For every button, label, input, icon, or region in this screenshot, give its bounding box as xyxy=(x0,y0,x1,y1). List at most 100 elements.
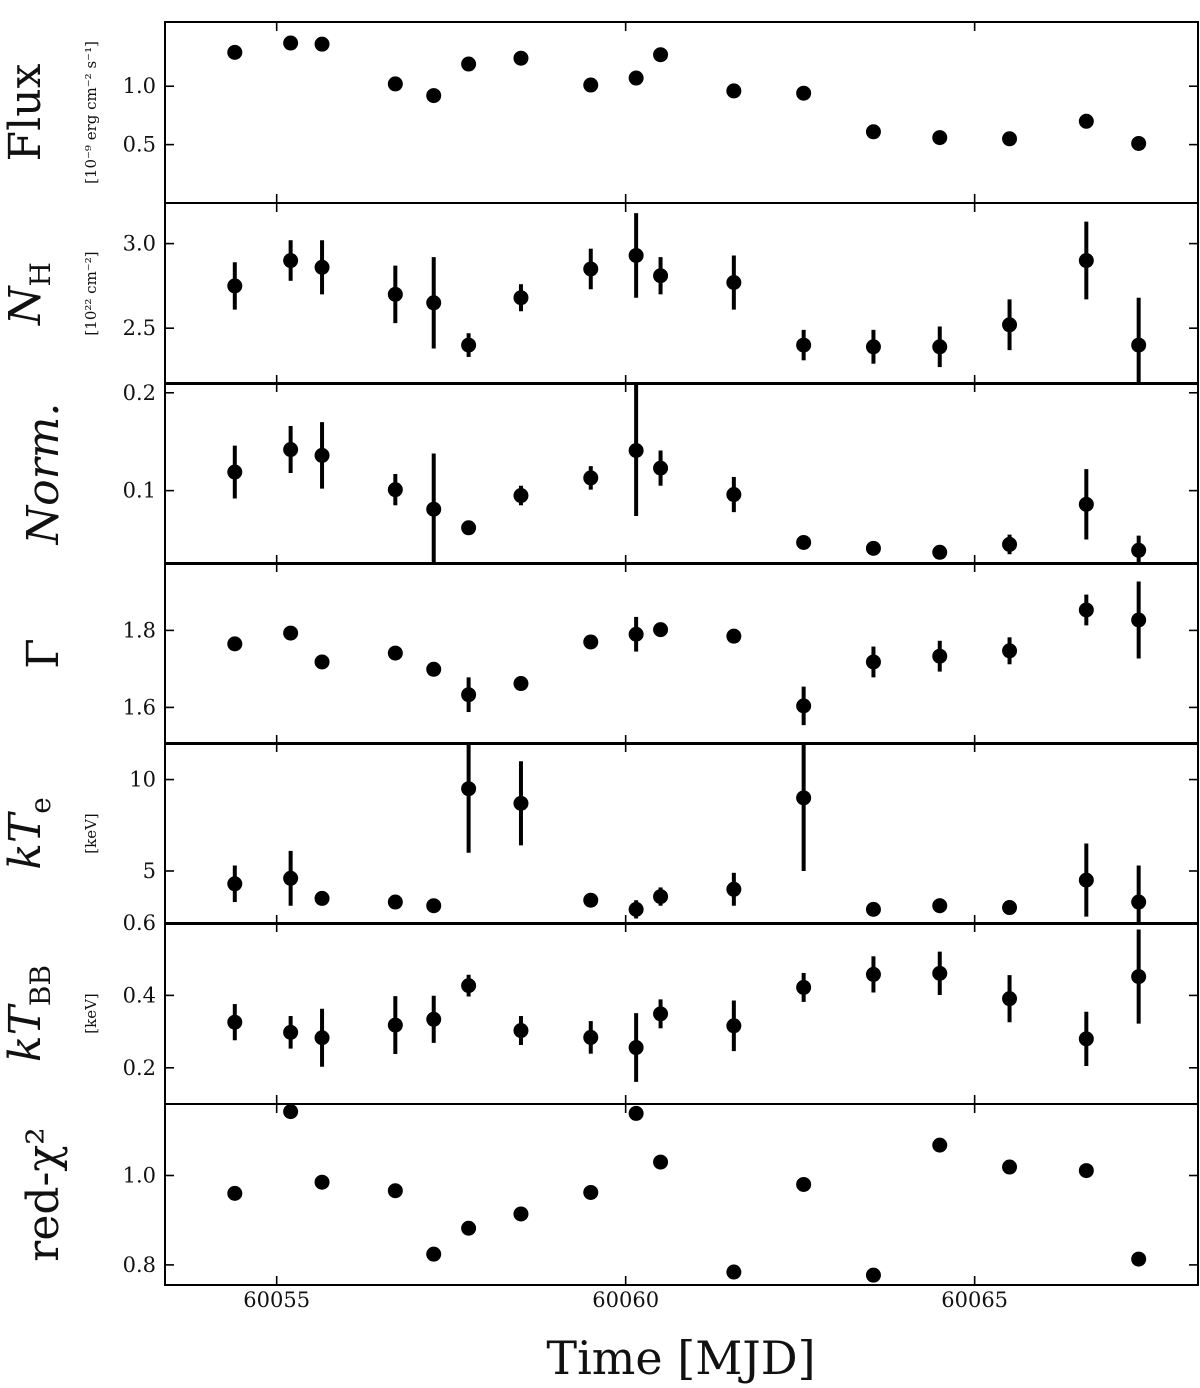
x-tick-label: 60060 xyxy=(592,1288,659,1312)
panel-kte: 5 10 kTe [keV] xyxy=(0,742,1199,925)
data-point xyxy=(314,36,330,52)
data-point xyxy=(227,1185,243,1201)
data-point xyxy=(283,35,299,51)
series-kte xyxy=(227,743,1147,924)
data-point xyxy=(1131,337,1147,353)
data-point xyxy=(932,544,948,560)
data-point xyxy=(628,626,644,642)
y-tick-label: 0.4 xyxy=(123,983,156,1007)
x-axis: 60055 60060 60065 xyxy=(243,1288,1008,1312)
y-tick-label: 0.2 xyxy=(123,381,156,405)
data-point xyxy=(628,443,644,459)
y-tick-label: 10 xyxy=(129,768,156,792)
data-point xyxy=(227,636,243,652)
panel-frame xyxy=(164,562,1199,745)
data-point xyxy=(426,88,442,104)
data-point xyxy=(796,85,812,101)
data-point xyxy=(283,1104,299,1120)
data-point xyxy=(461,687,477,703)
y-tick-label: 1.0 xyxy=(123,74,156,98)
data-point xyxy=(461,520,477,536)
y-tick-label: 2.5 xyxy=(123,316,156,340)
data-point xyxy=(653,622,669,638)
data-point xyxy=(513,50,529,66)
data-point xyxy=(583,470,599,486)
data-point xyxy=(513,795,529,811)
y-axis-title-norm: Norm. xyxy=(18,403,69,546)
data-point xyxy=(387,286,403,302)
series-nh xyxy=(227,213,1147,384)
data-point xyxy=(653,889,669,905)
data-point xyxy=(461,337,477,353)
data-point xyxy=(583,77,599,93)
x-axis-label: Time [MJD] xyxy=(546,1331,815,1385)
y-tick-label: 5 xyxy=(143,859,156,883)
data-point xyxy=(726,1018,742,1034)
data-point xyxy=(461,978,477,994)
series-gamma xyxy=(227,581,1147,726)
y-axis-unit-kte: [keV] xyxy=(82,813,100,854)
panel-ktbb: 0.2 0.4 0.6 kTBB [keV] xyxy=(0,911,1199,1105)
y-tick-label: 0.1 xyxy=(123,479,156,503)
data-point xyxy=(583,1184,599,1200)
data-point xyxy=(426,1246,442,1262)
data-point xyxy=(1002,1159,1018,1175)
panel-frame xyxy=(164,1103,1199,1286)
series-flux xyxy=(227,35,1147,151)
data-point xyxy=(796,337,812,353)
data-point xyxy=(726,881,742,897)
data-point xyxy=(1078,253,1094,269)
panels: 0.5 1.0 Flux [10⁻⁹ erg cm⁻² s⁻¹] 2.5 3.0 NH [10… xyxy=(0,21,1199,1286)
panel-norm: 0.1 0.2 Norm. xyxy=(18,381,1199,565)
series-norm xyxy=(227,384,1147,564)
y-tick-label: 0.8 xyxy=(123,1253,156,1277)
data-point xyxy=(1078,113,1094,129)
panel-frame xyxy=(164,202,1199,385)
data-point xyxy=(583,892,599,908)
data-point xyxy=(932,339,948,355)
series-redchi xyxy=(227,1104,1147,1283)
y-tick-label: 1.6 xyxy=(123,695,156,719)
data-point xyxy=(1131,894,1147,910)
data-point xyxy=(387,894,403,910)
data-point xyxy=(1078,1163,1094,1179)
data-point xyxy=(583,261,599,277)
data-point xyxy=(314,654,330,670)
data-point xyxy=(1002,131,1018,147)
data-point xyxy=(426,661,442,677)
data-point xyxy=(283,253,299,269)
data-point xyxy=(865,1267,881,1283)
data-point xyxy=(227,278,243,294)
data-point xyxy=(932,130,948,146)
series-ktbb xyxy=(227,929,1147,1082)
data-point xyxy=(628,247,644,263)
data-point xyxy=(865,339,881,355)
y-axis-title-redchi: red-χ² xyxy=(18,1127,69,1261)
y-tick-label: 0.6 xyxy=(123,911,156,935)
y-tick-label: 1.0 xyxy=(123,1164,156,1188)
data-point xyxy=(653,47,669,63)
data-point xyxy=(653,268,669,284)
data-point xyxy=(865,124,881,140)
y-tick-label: 3.0 xyxy=(123,232,156,256)
data-point xyxy=(932,965,948,981)
y-tick-label: 0.5 xyxy=(123,133,156,157)
data-point xyxy=(865,901,881,917)
data-point xyxy=(227,876,243,892)
data-point xyxy=(865,966,881,982)
data-point xyxy=(513,1023,529,1039)
data-point xyxy=(726,83,742,99)
data-point xyxy=(653,1006,669,1022)
data-point xyxy=(227,464,243,480)
data-point xyxy=(628,901,644,917)
data-point xyxy=(426,501,442,517)
data-point xyxy=(387,76,403,92)
data-point xyxy=(726,1264,742,1280)
data-point xyxy=(653,1154,669,1170)
data-point xyxy=(283,625,299,641)
x-tick-label: 60065 xyxy=(941,1288,1008,1312)
data-point xyxy=(314,447,330,463)
panel-frame xyxy=(164,382,1199,565)
data-point xyxy=(513,488,529,504)
data-point xyxy=(796,790,812,806)
